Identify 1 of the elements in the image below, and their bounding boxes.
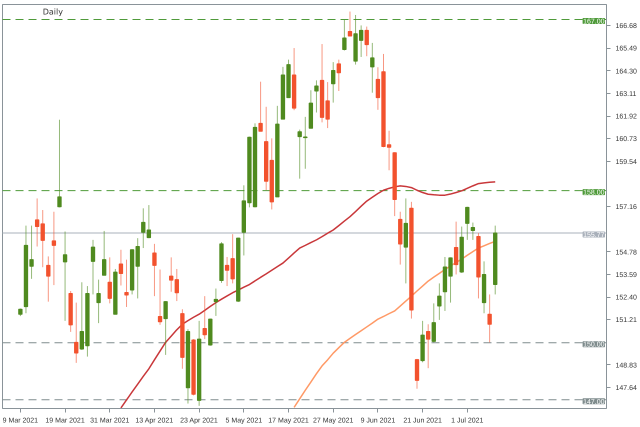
chart-title: Daily [42, 8, 64, 16]
